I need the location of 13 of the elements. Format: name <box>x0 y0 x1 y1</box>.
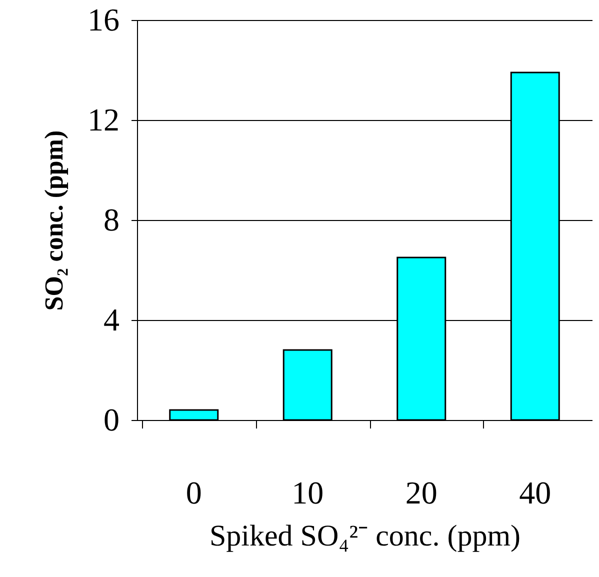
bar <box>282 349 332 421</box>
y-tick-label: 4 <box>104 302 120 338</box>
x-tick-label: 40 <box>519 474 552 510</box>
y-tick-label: 8 <box>104 202 120 238</box>
x-tick-label: 0 <box>186 474 202 510</box>
y-tick-label: 0 <box>104 402 120 438</box>
y-tick-label: 16 <box>88 2 120 38</box>
x-axis-title: Spiked SO₄²⁻ conc. (ppm) <box>209 520 521 552</box>
bar <box>169 409 219 421</box>
y-axis-title: SO₂ conc. (ppm) <box>40 130 68 311</box>
x-tick-label: 10 <box>292 474 324 510</box>
x-tick-label: 20 <box>405 474 438 510</box>
y-tick-label: 12 <box>88 102 120 138</box>
